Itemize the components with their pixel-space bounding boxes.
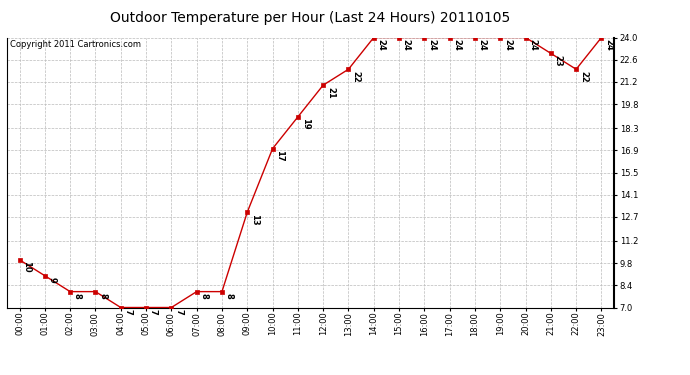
Point bbox=[368, 34, 380, 40]
Point bbox=[520, 34, 531, 40]
Point bbox=[166, 304, 177, 310]
Text: 7: 7 bbox=[149, 309, 158, 315]
Text: Copyright 2011 Cartronics.com: Copyright 2011 Cartronics.com bbox=[10, 40, 141, 49]
Point bbox=[241, 209, 253, 215]
Point bbox=[141, 304, 152, 310]
Text: 8: 8 bbox=[199, 293, 208, 299]
Text: 7: 7 bbox=[174, 309, 183, 315]
Text: 24: 24 bbox=[503, 39, 512, 51]
Text: 24: 24 bbox=[453, 39, 462, 51]
Text: 24: 24 bbox=[402, 39, 411, 51]
Point bbox=[14, 257, 25, 263]
Text: 23: 23 bbox=[553, 55, 562, 66]
Text: 21: 21 bbox=[326, 87, 335, 98]
Point bbox=[393, 34, 404, 40]
Point bbox=[293, 114, 304, 120]
Point bbox=[571, 66, 582, 72]
Point bbox=[343, 66, 354, 72]
Text: 22: 22 bbox=[579, 70, 588, 82]
Text: 24: 24 bbox=[377, 39, 386, 51]
Text: 24: 24 bbox=[604, 39, 613, 51]
Text: 19: 19 bbox=[301, 118, 310, 130]
Point bbox=[444, 34, 455, 40]
Point bbox=[419, 34, 430, 40]
Text: 8: 8 bbox=[98, 293, 107, 299]
Text: 22: 22 bbox=[351, 70, 360, 82]
Point bbox=[495, 34, 506, 40]
Point bbox=[545, 50, 556, 56]
Point bbox=[65, 289, 76, 295]
Text: Outdoor Temperature per Hour (Last 24 Hours) 20110105: Outdoor Temperature per Hour (Last 24 Ho… bbox=[110, 11, 511, 25]
Point bbox=[90, 289, 101, 295]
Text: 24: 24 bbox=[427, 39, 436, 51]
Point bbox=[469, 34, 480, 40]
Point bbox=[267, 146, 278, 152]
Text: 17: 17 bbox=[275, 150, 284, 162]
Point bbox=[115, 304, 126, 310]
Text: 10: 10 bbox=[22, 261, 31, 273]
Point bbox=[217, 289, 228, 295]
Text: 8: 8 bbox=[225, 293, 234, 299]
Point bbox=[39, 273, 50, 279]
Text: 7: 7 bbox=[124, 309, 132, 315]
Point bbox=[596, 34, 607, 40]
Text: 13: 13 bbox=[250, 214, 259, 225]
Text: 24: 24 bbox=[477, 39, 486, 51]
Text: 24: 24 bbox=[529, 39, 538, 51]
Point bbox=[191, 289, 202, 295]
Text: 8: 8 bbox=[73, 293, 82, 299]
Text: 9: 9 bbox=[48, 277, 57, 283]
Point bbox=[317, 82, 328, 88]
